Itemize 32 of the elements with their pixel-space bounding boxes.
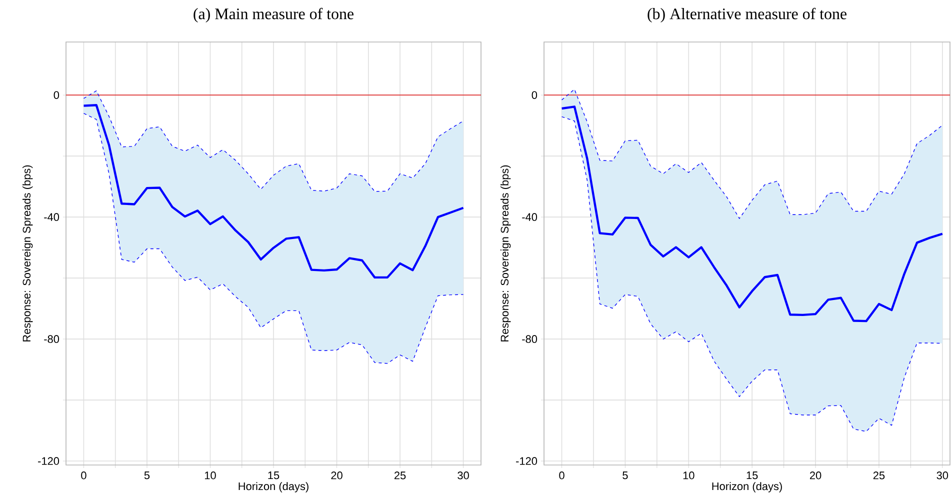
y-tick-label: -40	[522, 213, 538, 221]
y-tick-label: 0	[54, 91, 60, 99]
x-tick-label: 25	[873, 472, 885, 480]
y-tick-label: -80	[44, 335, 60, 343]
x-tick-label: 15	[268, 472, 280, 480]
x-tick-label: 15	[746, 472, 758, 480]
y-tick-label: -120	[516, 457, 538, 465]
x-tick-label: 0	[81, 472, 86, 480]
y-tick-label: 0	[532, 91, 538, 99]
x-tick-label: 30	[936, 472, 948, 480]
line-series	[560, 106, 944, 322]
y-axis-title: Response: Sovereign Spreads (bps)	[500, 165, 511, 342]
chart-title: (b) Alternative measure of tone	[648, 8, 846, 22]
chart-title: (a) Main measure of tone	[194, 8, 354, 22]
x-tick-label: 10	[683, 472, 694, 480]
y-tick-label: -40	[44, 213, 60, 221]
x-tick-label: 25	[394, 472, 406, 480]
y-tick-label: -80	[522, 335, 538, 343]
x-tick-label: 5	[144, 472, 150, 480]
x-axis-title: Horizon (days)	[712, 482, 782, 492]
x-tick-label: 30	[458, 472, 469, 480]
line-series	[561, 88, 943, 219]
x-tick-label: 5	[622, 472, 628, 480]
x-tick-label: 20	[810, 472, 822, 480]
x-tick-label: 0	[559, 472, 564, 480]
x-tick-label: 20	[331, 472, 342, 480]
y-tick-label: -120	[38, 457, 60, 465]
line-series	[82, 104, 464, 279]
y-axis-title: Response: Sovereign Spreads (bps)	[22, 165, 33, 342]
x-tick-label: 10	[204, 472, 216, 480]
x-axis-title: Horizon (days)	[238, 482, 308, 492]
line-series	[83, 90, 464, 192]
